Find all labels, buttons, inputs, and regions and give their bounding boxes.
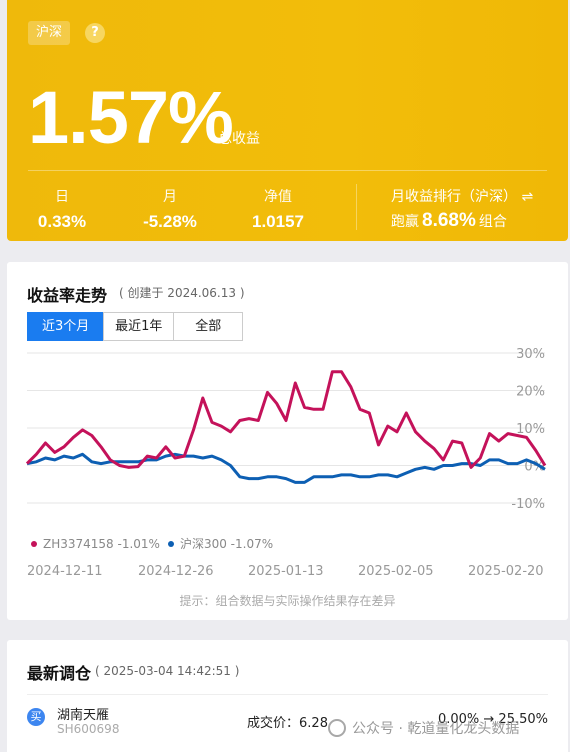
legend-label: 沪深300 -1.07% [179, 537, 274, 551]
rank-row: 跑赢 8.68% 组合 [391, 210, 533, 232]
tab-3-months[interactable]: 近3个月 [27, 312, 105, 341]
card-title: 收益率走势 [27, 286, 108, 305]
trade-price: 成交价：6.28 [247, 712, 328, 731]
stat-value: 1.0157 [252, 212, 304, 231]
latest-rebalance-card: 最新调仓 ( 2025-03-04 14:42:51 ) 买 湖南天雁 SH60… [7, 640, 568, 752]
x-tick-label: 2025-01-13 [248, 564, 324, 579]
stat-value: -5.28% [143, 212, 197, 231]
created-date: ( 创建于 2024.06.13 ) [119, 286, 245, 300]
legend-item-index[interactable]: 沪深300 -1.07% [167, 535, 274, 552]
x-axis-labels: 2024-12-11 2024-12-26 2025-01-13 2025-02… [7, 564, 568, 584]
net-value-stat: 净值 1.0157 [243, 186, 313, 232]
price-value: 6.28 [299, 716, 328, 731]
buy-badge: 买 [27, 708, 45, 726]
legend-dot [167, 540, 174, 547]
daily-return-stat: 日 0.33% [31, 186, 93, 232]
question-icon[interactable]: ? [85, 23, 105, 43]
market-tag[interactable]: 沪深 [28, 21, 71, 45]
rank-suffix: 组合 [478, 214, 507, 230]
y-tick-label: 20% [516, 385, 545, 400]
watermark: 公众号 · 乾道量化龙头数据 [328, 718, 519, 738]
rank-value: 8.68% [422, 210, 476, 231]
x-tick-label: 2024-12-26 [138, 564, 214, 579]
rank-label-text: 月收益排行（沪深） [391, 189, 517, 205]
weight-change: 0.00% → 25.50% [437, 712, 548, 727]
total-return-value: 1.57% [28, 76, 234, 159]
return-line-chart[interactable]: 30% 20% 10% 0% -10% [7, 342, 568, 522]
portfolio-series-line[interactable] [25, 370, 547, 469]
divider [356, 184, 357, 230]
total-return-label: 总收益 [218, 131, 260, 147]
rebalance-time: ( 2025-03-04 14:42:51 ) [95, 664, 240, 678]
divider [28, 170, 547, 171]
x-tick-label: 2024-12-11 [27, 564, 103, 579]
y-tick-label: 0% [524, 460, 545, 475]
watermark-text: 公众号 · 乾道量化龙头数据 [352, 721, 520, 737]
y-tick-label: 10% [516, 422, 545, 437]
price-label: 成交价： [247, 716, 300, 731]
rank-prefix: 跑赢 [391, 214, 419, 230]
monthly-return-stat: 月 -5.28% [135, 186, 205, 232]
y-tick-label: 30% [516, 347, 545, 362]
divider [27, 694, 548, 695]
rank-label: 月收益排行（沪深） ⇌ [391, 186, 533, 206]
wechat-icon [328, 719, 346, 737]
stock-name[interactable]: 湖南天雁 [57, 708, 110, 723]
card-title: 最新调仓 [27, 664, 92, 683]
chart-legend: ZH3374158 -1.01% 沪深300 -1.07% [31, 535, 281, 552]
legend-dot [31, 540, 37, 547]
stat-label: 净值 [264, 189, 292, 205]
return-summary-panel: 沪深 ? 1.57% 总收益 日 0.33% 月 -5.28% 净值 1.015… [7, 0, 568, 241]
stat-value: 0.33% [37, 212, 87, 231]
tab-1-year[interactable]: 最近1年 [103, 312, 175, 341]
legend-item-portfolio[interactable]: ZH3374158 -1.01% [31, 535, 160, 552]
stat-label: 月 [163, 189, 177, 205]
disclaimer-note: 提示：组合数据与实际操作结果存在差异 [179, 594, 396, 608]
tab-all[interactable]: 全部 [173, 312, 244, 341]
legend-label: ZH3374158 -1.01% [43, 536, 160, 551]
stock-code: SH600698 [57, 722, 120, 736]
y-tick-label: -10% [511, 497, 545, 512]
swap-arrows-icon[interactable]: ⇌ [521, 189, 534, 205]
return-trend-card: 收益率走势 ( 创建于 2024.06.13 ) 近3个月 最近1年 全部 30… [7, 262, 568, 620]
x-tick-label: 2025-02-05 [358, 564, 434, 579]
x-tick-label: 2025-02-20 [468, 564, 544, 579]
range-tabs: 近3个月 最近1年 全部 [27, 312, 244, 341]
stat-label: 日 [55, 189, 69, 205]
monthly-rank[interactable]: 月收益排行（沪深） ⇌ 跑赢 8.68% 组合 [391, 186, 533, 232]
